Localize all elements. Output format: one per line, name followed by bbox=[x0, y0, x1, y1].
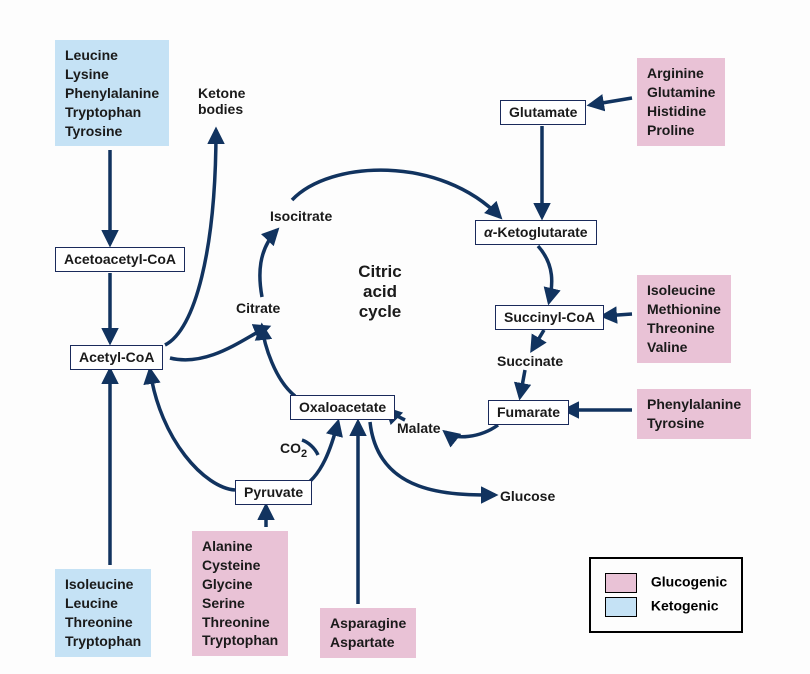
node-acetoacetylcoa: Acetoacetyl-CoA bbox=[55, 247, 185, 272]
legend-label: Ketogenic bbox=[651, 598, 719, 614]
group-g_keto_bot: IsoleucineLeucineThreonineTryptophan bbox=[55, 569, 151, 657]
arrow-succinate-to-fumarate bbox=[520, 370, 525, 397]
legend-swatch bbox=[605, 597, 637, 617]
arrow-fumarate-to-malate bbox=[445, 425, 498, 437]
label-succinate: Succinate bbox=[497, 353, 563, 369]
node-acetylcoa: Acetyl-CoA bbox=[70, 345, 163, 370]
legend-swatch bbox=[605, 573, 637, 593]
group-g_glu_ala: AlanineCysteineGlycineSerineThreonineTry… bbox=[192, 531, 288, 656]
group-g_glu_ile: IsoleucineMethionineThreonineValine bbox=[637, 275, 731, 363]
label-co2: CO2 bbox=[280, 440, 307, 460]
arrow-succinyl-to-succinate bbox=[532, 330, 544, 350]
legend-row: Glucogenic bbox=[605, 573, 727, 593]
legend-label: Glucogenic bbox=[651, 574, 727, 590]
node-glutamate: Glutamate bbox=[500, 100, 586, 125]
arrow-ile-to-succinyl bbox=[603, 314, 632, 316]
arrow-acetyl-to-citrate bbox=[170, 327, 268, 360]
arrow-akg-to-succinyl bbox=[538, 246, 552, 302]
label-citrate: Citrate bbox=[236, 300, 280, 316]
arrow-acetyl-to-ketone bbox=[165, 130, 216, 345]
legend-row: Ketogenic bbox=[605, 597, 727, 617]
node-pyruvate: Pyruvate bbox=[235, 480, 312, 505]
arrow-citrate-to-isocitrate bbox=[260, 230, 277, 297]
node-oxaloacetate: Oxaloacetate bbox=[290, 395, 395, 420]
label-ketone: Ketonebodies bbox=[198, 85, 245, 117]
group-g_glu_phe: PhenylalanineTyrosine bbox=[637, 389, 751, 439]
node-fumarate: Fumarate bbox=[488, 400, 569, 425]
node-akg: α-Ketoglutarate bbox=[475, 220, 597, 245]
node-succinylcoa: Succinyl-CoA bbox=[495, 305, 604, 330]
arrow-argetc-to-glutamate bbox=[590, 98, 632, 105]
group-g_keto_top: LeucineLysinePhenylalanineTryptophanTyro… bbox=[55, 40, 169, 146]
cycle-center-label: Citricacidcycle bbox=[335, 262, 425, 322]
arrow-pyruvate-to-acetyl bbox=[150, 370, 235, 490]
group-g_glu_argetc: ArginineGlutamineHistidineProline bbox=[637, 58, 725, 146]
label-malate: Malate bbox=[397, 420, 441, 436]
group-g_glu_asp: AsparagineAspartate bbox=[320, 608, 416, 658]
label-glucose: Glucose bbox=[500, 488, 555, 504]
arrow-oxaloacetate-to-citrate bbox=[262, 326, 295, 396]
legend: Glucogenic Ketogenic bbox=[589, 557, 743, 633]
label-isocitrate: Isocitrate bbox=[270, 208, 332, 224]
